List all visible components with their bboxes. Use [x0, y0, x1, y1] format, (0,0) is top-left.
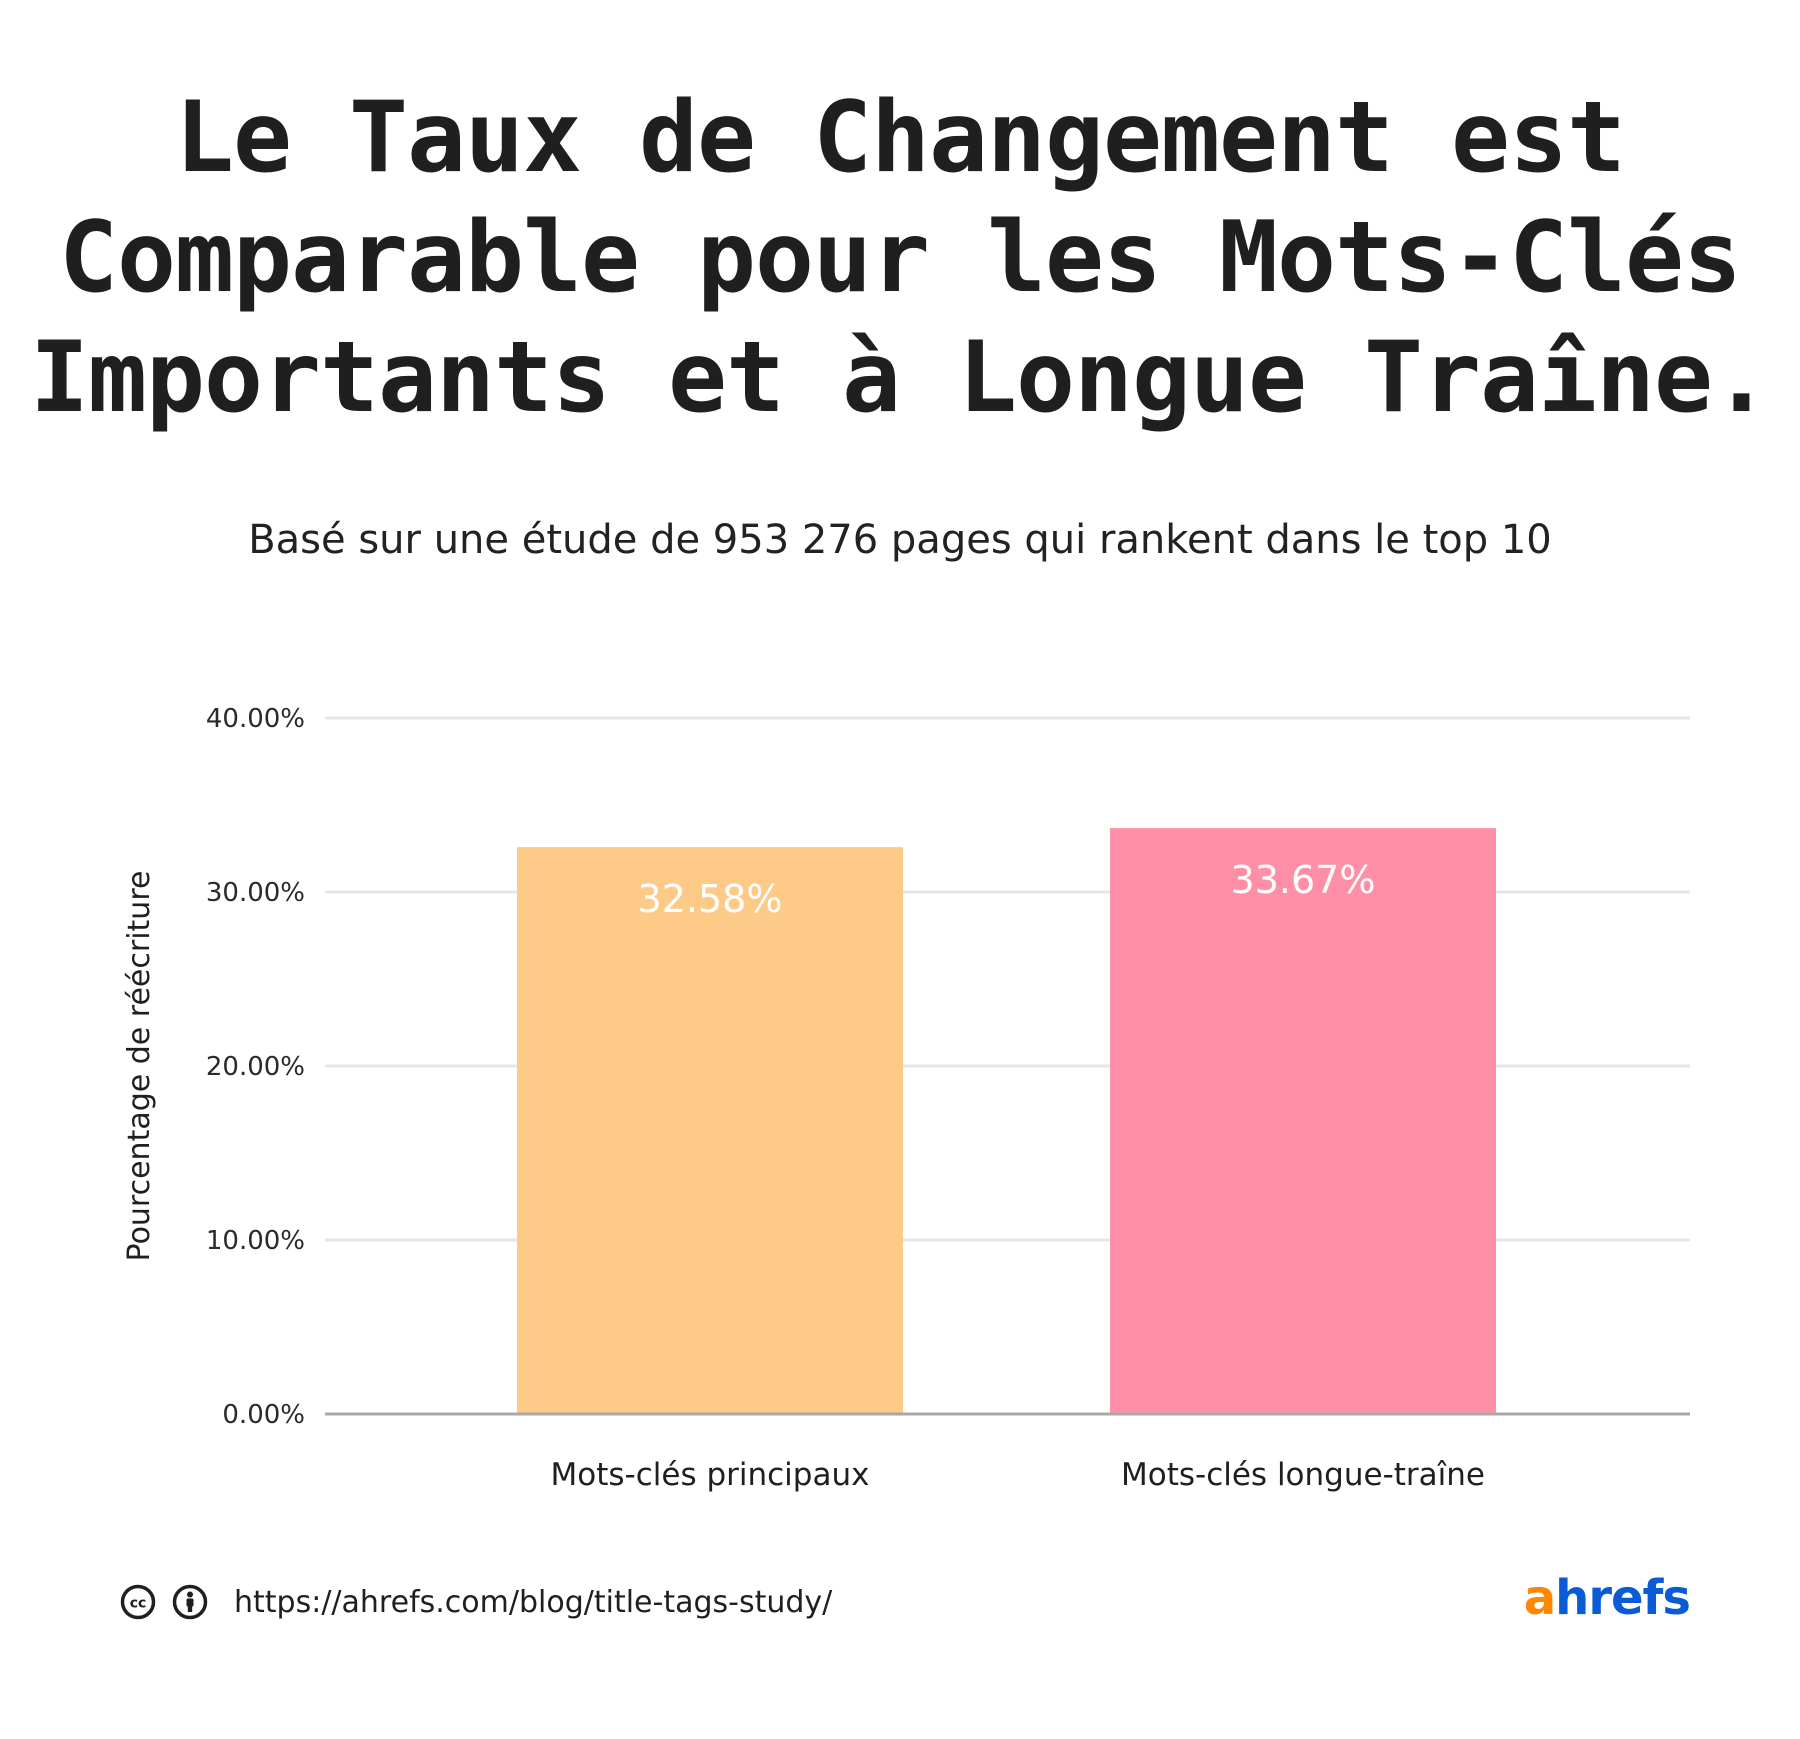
- chart-title: Le Taux de Changement est Comparable pou…: [0, 78, 1800, 438]
- y-tick-label: 40.00%: [206, 704, 305, 734]
- source-link[interactable]: https://ahrefs.com/blog/title-tags-study…: [234, 1584, 833, 1620]
- chart-title-line-2: Comparable pour les Mots-Clés: [58, 201, 1742, 315]
- y-tick-label: 20.00%: [206, 1052, 305, 1082]
- data-label: 32.58%: [638, 877, 783, 921]
- data-label: 33.67%: [1231, 858, 1376, 902]
- logo-letters-hrefs: hrefs: [1555, 1570, 1691, 1626]
- logo-letter-a: a: [1523, 1570, 1556, 1626]
- y-tick-label: 10.00%: [206, 1226, 305, 1256]
- y-tick-label: 30.00%: [206, 878, 305, 908]
- chart-title-line-1: Le Taux de Changement est: [174, 81, 1626, 195]
- cc-icon: cc: [120, 1584, 156, 1620]
- x-category-label: Mots-clés principaux: [551, 1457, 870, 1493]
- footer: cc https://ahrefs.com/blog/title-tags-st…: [120, 1572, 832, 1632]
- ahrefs-logo: ahrefs: [1523, 1566, 1691, 1630]
- y-tick-label: 0.00%: [222, 1400, 305, 1430]
- bar: [1110, 828, 1496, 1414]
- attribution-icon: [172, 1584, 208, 1620]
- y-axis-label: Pourcentage de réécriture: [122, 871, 157, 1262]
- bar: [517, 847, 903, 1414]
- chart-subtitle: Basé sur une étude de 953 276 pages qui …: [248, 517, 1552, 563]
- chart-title-line-3: Importants et à Longue Traîne.: [29, 321, 1771, 435]
- x-category-label: Mots-clés longue-traîne: [1121, 1457, 1485, 1493]
- svg-text:cc: cc: [130, 1596, 147, 1612]
